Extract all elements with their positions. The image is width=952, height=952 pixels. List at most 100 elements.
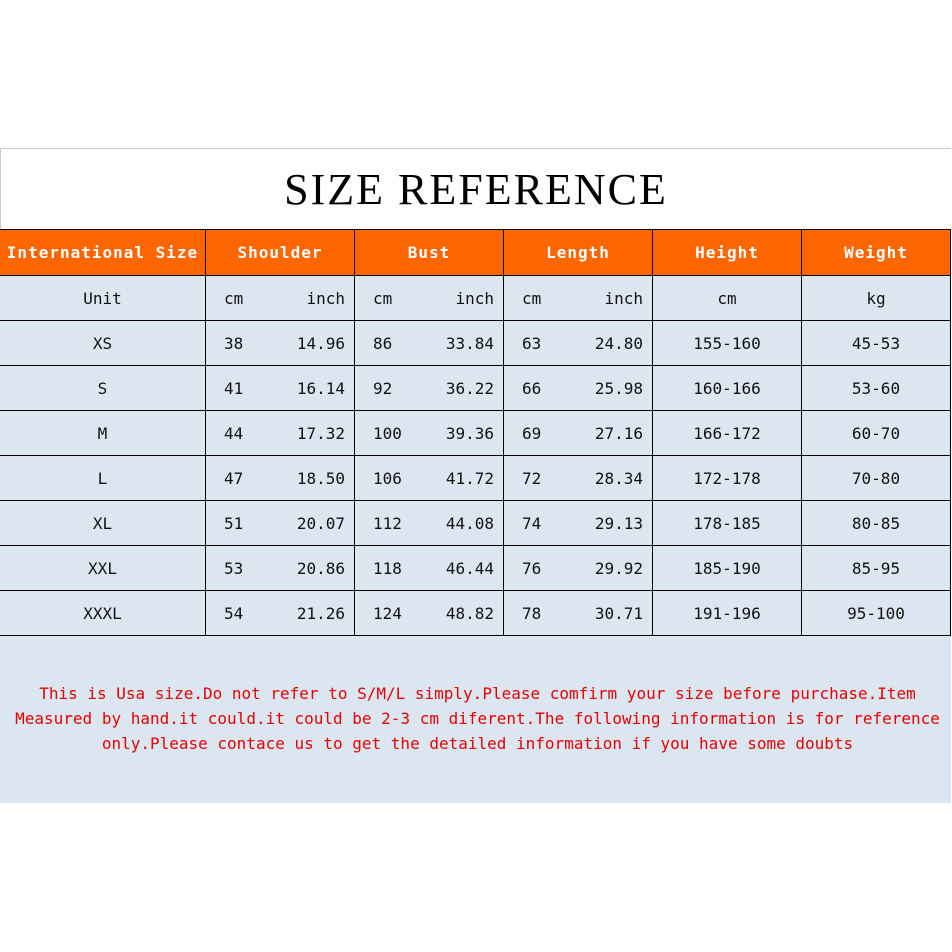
bust-cell: 86 33.84 [355, 321, 504, 366]
cm-value: 44 [224, 423, 244, 443]
cm-value: cm [373, 288, 393, 308]
inch-value: 30.71 [594, 603, 643, 623]
length-cell: 63 24.80 [504, 321, 653, 366]
cm-value: 69 [522, 423, 542, 443]
column-header: Bust [355, 230, 504, 276]
size-label: XL [0, 501, 206, 546]
inch-value: 20.86 [296, 558, 345, 578]
bust-cell: 100 39.36 [355, 411, 504, 456]
size-chart: SIZE REFERENCE International Size Shoulde… [0, 148, 951, 803]
cm-value: 63 [522, 333, 542, 353]
bust-cell: 124 48.82 [355, 591, 504, 636]
column-header: Shoulder [206, 230, 355, 276]
cm-value: 112 [373, 513, 402, 533]
weight-cell: 53-60 [802, 366, 951, 411]
column-header: Weight [802, 230, 951, 276]
size-label: XXL [0, 546, 206, 591]
weight-cell: 70-80 [802, 456, 951, 501]
cm-value: 124 [373, 603, 402, 623]
bust-cell: 112 44.08 [355, 501, 504, 546]
cm-value: 76 [522, 558, 542, 578]
inch-value: 41.72 [445, 468, 494, 488]
shoulder-cell: 44 17.32 [206, 411, 355, 456]
disclaimer-note: This is Usa size.Do not refer to S/M/L s… [15, 684, 940, 753]
length-cell: 76 29.92 [504, 546, 653, 591]
weight-cell: 80-85 [802, 501, 951, 546]
shoulder-cell: 41 16.14 [206, 366, 355, 411]
inch-value: 29.92 [594, 558, 643, 578]
cm-value: 38 [224, 333, 244, 353]
bust-cell: 92 36.22 [355, 366, 504, 411]
height-cell: 155-160 [653, 321, 802, 366]
column-header: International Size [0, 230, 206, 276]
inch-value: 33.84 [445, 333, 494, 353]
inch-value: 28.34 [594, 468, 643, 488]
cm-value: 53 [224, 558, 244, 578]
column-header: Height [653, 230, 802, 276]
shoulder-cell: 38 14.96 [206, 321, 355, 366]
page-title: SIZE REFERENCE [0, 149, 951, 229]
cm-value: 54 [224, 603, 244, 623]
inch-value: 16.14 [296, 378, 345, 398]
unit-bust: cm inch [355, 276, 504, 321]
length-cell: 66 25.98 [504, 366, 653, 411]
shoulder-cell: 54 21.26 [206, 591, 355, 636]
cm-value: 118 [373, 558, 402, 578]
inch-value: 27.16 [594, 423, 643, 443]
inch-value: 24.80 [594, 333, 643, 353]
length-cell: 74 29.13 [504, 501, 653, 546]
cm-value: 100 [373, 423, 402, 443]
inch-value: 21.26 [296, 603, 345, 623]
height-cell: 166-172 [653, 411, 802, 456]
length-cell: 72 28.34 [504, 456, 653, 501]
cm-value: 72 [522, 468, 542, 488]
height-cell: 185-190 [653, 546, 802, 591]
inch-value: inch [306, 288, 345, 308]
size-label: S [0, 366, 206, 411]
cm-value: 78 [522, 603, 542, 623]
inch-value: 36.22 [445, 378, 494, 398]
unit-length: cm inch [504, 276, 653, 321]
inch-value: 18.50 [296, 468, 345, 488]
cm-value: 41 [224, 378, 244, 398]
weight-cell: 95-100 [802, 591, 951, 636]
inch-value: 44.08 [445, 513, 494, 533]
inch-value: 39.36 [445, 423, 494, 443]
length-cell: 78 30.71 [504, 591, 653, 636]
cm-value: 47 [224, 468, 244, 488]
unit-shoulder: cm inch [206, 276, 355, 321]
size-table: International Size Shoulder Bust Length Heig… [0, 229, 951, 636]
height-cell: 178-185 [653, 501, 802, 546]
weight-cell: 45-53 [802, 321, 951, 366]
inch-value: 46.44 [445, 558, 494, 578]
size-label: L [0, 456, 206, 501]
height-cell: 191-196 [653, 591, 802, 636]
weight-cell: 85-95 [802, 546, 951, 591]
cm-value: 66 [522, 378, 542, 398]
bust-cell: 118 46.44 [355, 546, 504, 591]
inch-value: 48.82 [445, 603, 494, 623]
unit-label: Unit [0, 276, 206, 321]
inch-value: 29.13 [594, 513, 643, 533]
cm-value: cm [224, 288, 244, 308]
shoulder-cell: 53 20.86 [206, 546, 355, 591]
cm-value: 106 [373, 468, 402, 488]
inch-value: inch [604, 288, 643, 308]
unit-height: cm [653, 276, 802, 321]
shoulder-cell: 51 20.07 [206, 501, 355, 546]
cm-value: cm [522, 288, 542, 308]
cm-value: 92 [373, 378, 393, 398]
inch-value: 25.98 [594, 378, 643, 398]
size-label: XXXL [0, 591, 206, 636]
cm-value: 74 [522, 513, 542, 533]
height-cell: 160-166 [653, 366, 802, 411]
inch-value: inch [455, 288, 494, 308]
cm-value: 86 [373, 333, 393, 353]
inch-value: 17.32 [296, 423, 345, 443]
height-cell: 172-178 [653, 456, 802, 501]
cm-value: 51 [224, 513, 244, 533]
inch-value: 14.96 [296, 333, 345, 353]
weight-cell: 60-70 [802, 411, 951, 456]
shoulder-cell: 47 18.50 [206, 456, 355, 501]
size-label: XS [0, 321, 206, 366]
